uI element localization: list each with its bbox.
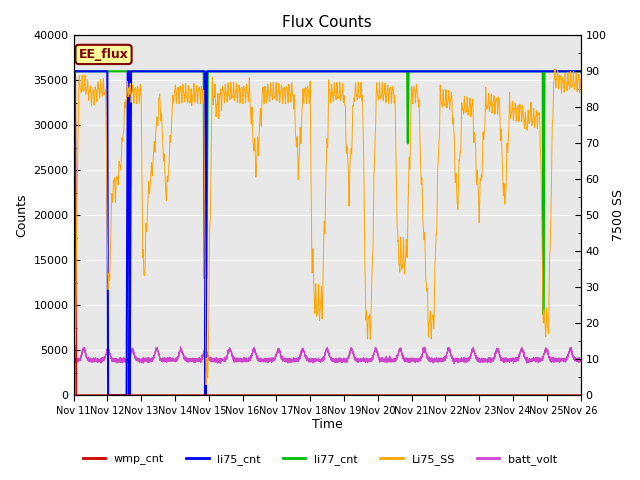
X-axis label: Time: Time (312, 419, 342, 432)
Y-axis label: Counts: Counts (15, 193, 28, 237)
Title: Flux Counts: Flux Counts (282, 15, 372, 30)
Legend: wmp_cnt, li75_cnt, li77_cnt, Li75_SS, batt_volt: wmp_cnt, li75_cnt, li77_cnt, Li75_SS, ba… (78, 450, 562, 469)
Text: EE_flux: EE_flux (79, 48, 129, 61)
Y-axis label: 7500 SS: 7500 SS (612, 189, 625, 241)
